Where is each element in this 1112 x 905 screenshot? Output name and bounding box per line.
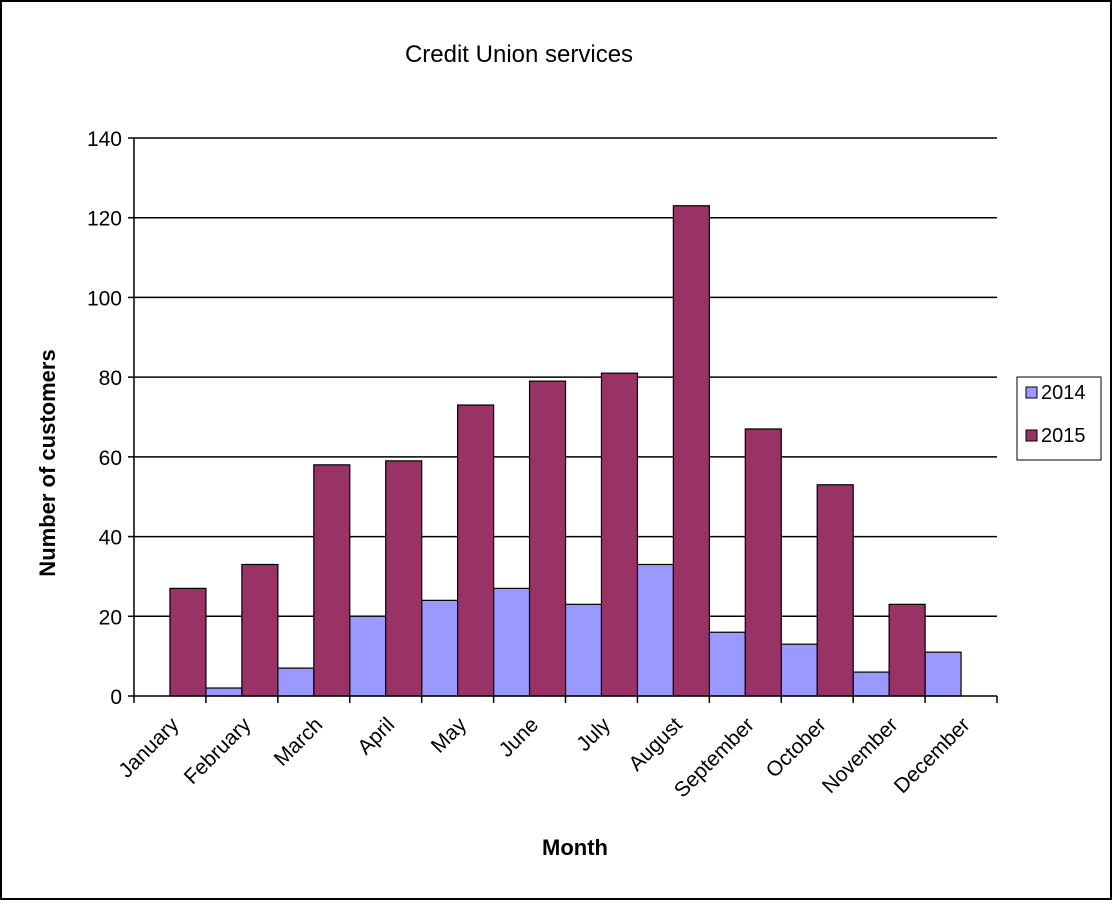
bar-2015-may: [457, 404, 495, 697]
y-tick-label: 120: [87, 208, 122, 231]
chart-title: Credit Union services: [405, 41, 633, 68]
y-tick-label: 100: [87, 287, 122, 310]
bar-2014-august: [636, 563, 674, 697]
bar-2014-may: [421, 599, 459, 697]
bar-2015-june: [528, 380, 567, 697]
y-tick-label: 80: [99, 367, 122, 390]
bar-2014-april: [349, 615, 387, 697]
bar-2015-october: [816, 484, 854, 697]
bar-2015-april: [385, 460, 423, 697]
legend-label-2014: 2014: [1041, 382, 1086, 404]
axes: [128, 137, 998, 703]
bar-2015-september: [744, 428, 782, 697]
bars: [169, 205, 962, 697]
bar-2014-september: [708, 631, 746, 697]
bar-2014-july: [564, 603, 603, 697]
bar-2015-july: [600, 372, 639, 697]
bar-2015-november: [888, 603, 926, 697]
bar-2015-january: [169, 587, 207, 697]
y-tick-label: 20: [99, 606, 122, 629]
bar-2015-august: [672, 205, 710, 697]
bar-2014-october: [780, 643, 818, 697]
y-tick-labels: 0 20 40 60 80 100 120 140: [87, 128, 122, 709]
y-tick-label: 0: [110, 686, 122, 709]
legend-label-2015: 2015: [1041, 425, 1086, 447]
y-tick-label: 60: [99, 447, 122, 470]
legend-swatch-2014: [1025, 386, 1038, 399]
legend: 2014 2015: [1016, 376, 1102, 461]
y-tick-label: 40: [99, 527, 122, 550]
x-axis-title: Month: [542, 835, 608, 860]
bar-2014-november: [852, 671, 890, 697]
y-axis-title: Number of customers: [35, 349, 60, 576]
bar-2014-june: [492, 587, 531, 697]
legend-swatch-2015: [1025, 429, 1038, 442]
bar-2015-march: [313, 464, 351, 697]
y-tick-label: 140: [87, 128, 122, 151]
bar-2014-march: [277, 667, 315, 697]
bar-2014-february: [205, 687, 243, 697]
bar-2015-february: [241, 563, 279, 697]
bar-2014-december: [924, 651, 962, 697]
